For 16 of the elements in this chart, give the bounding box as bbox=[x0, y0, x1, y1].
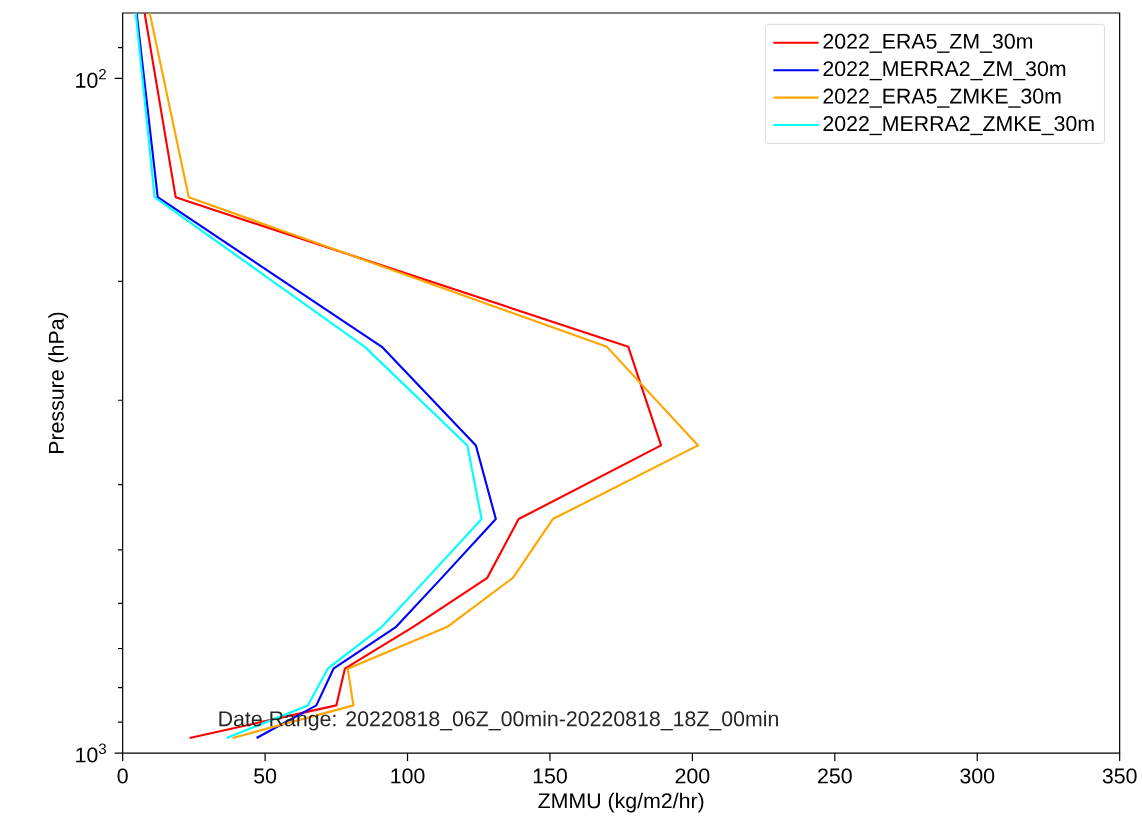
x-tick-label: 50 bbox=[254, 768, 277, 784]
legend-label: 2022_ERA5_ZMKE_30m bbox=[823, 88, 1061, 108]
x-tick-label: 100 bbox=[391, 768, 425, 784]
y-tick-label: 10$^{3}$ bbox=[76, 743, 106, 763]
x-tick-label: 200 bbox=[675, 768, 710, 784]
x-tick-label: 350 bbox=[1102, 768, 1137, 784]
y-axis-title: Pressure (hPa) bbox=[48, 312, 69, 453]
y-tick-label: 10$^{2}$ bbox=[76, 68, 106, 88]
x-tick-label: 250 bbox=[818, 768, 852, 784]
x-tick-label: 300 bbox=[960, 768, 995, 784]
legend-label: 2022_MERRA2_ZM_30m bbox=[823, 61, 1066, 81]
x-axis-title: ZMMU (kg/m2/hr) bbox=[538, 792, 704, 813]
legend-label: 2022_MERRA2_ZMKE_30m bbox=[823, 116, 1094, 136]
x-tick-label: 0 bbox=[117, 768, 128, 784]
x-tick-label: 150 bbox=[533, 768, 567, 784]
legend-label: 2022_ERA5_ZM_30m bbox=[823, 33, 1033, 53]
